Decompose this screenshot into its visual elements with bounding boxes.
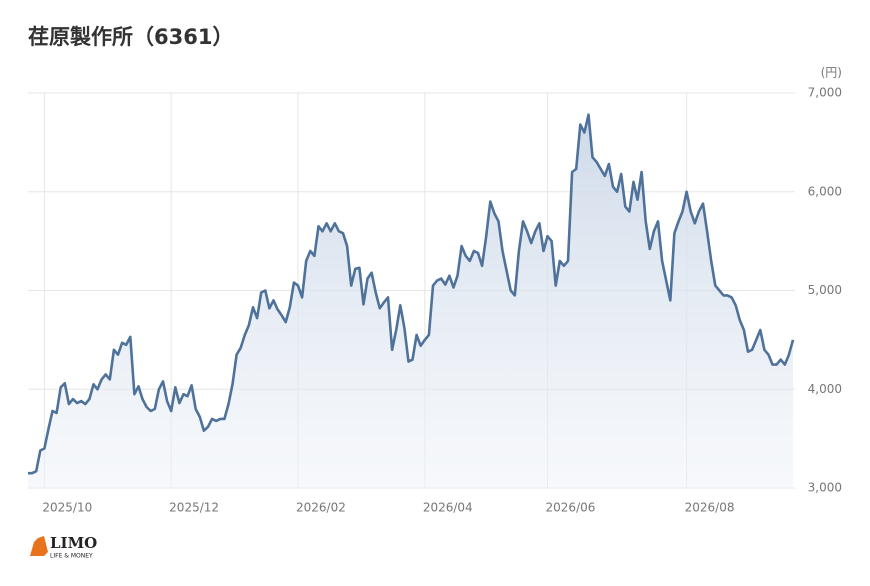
y-tick-label: 4,000	[808, 382, 842, 396]
logo-icon	[30, 536, 48, 556]
x-tick-label: 2025/12	[169, 501, 219, 515]
x-tick-label: 2026/04	[423, 501, 473, 515]
x-tick-label: 2026/02	[296, 501, 346, 515]
y-unit: (円)	[821, 66, 842, 80]
chart-title: 荏原製作所（6361）	[28, 25, 233, 49]
x-tick-label: 2026/06	[546, 501, 596, 515]
logo: LIMO LIFE & MONEY	[30, 534, 97, 560]
logo-name: LIMO	[50, 534, 97, 552]
y-tick-label: 5,000	[808, 283, 842, 297]
x-tick-label: 2026/08	[685, 501, 735, 515]
y-tick-label: 7,000	[808, 86, 842, 100]
logo-tagline: LIFE & MONEY	[50, 553, 93, 560]
y-tick-label: 3,000	[808, 481, 842, 495]
area	[28, 114, 793, 488]
x-tick-label: 2025/10	[42, 501, 92, 515]
plot-area: 3,000 4,000 5,000 6,000 7,000 2025/10 2025/12 2…	[28, 86, 842, 515]
y-tick-label: 6,000	[808, 184, 842, 198]
price-line	[28, 113, 795, 475]
